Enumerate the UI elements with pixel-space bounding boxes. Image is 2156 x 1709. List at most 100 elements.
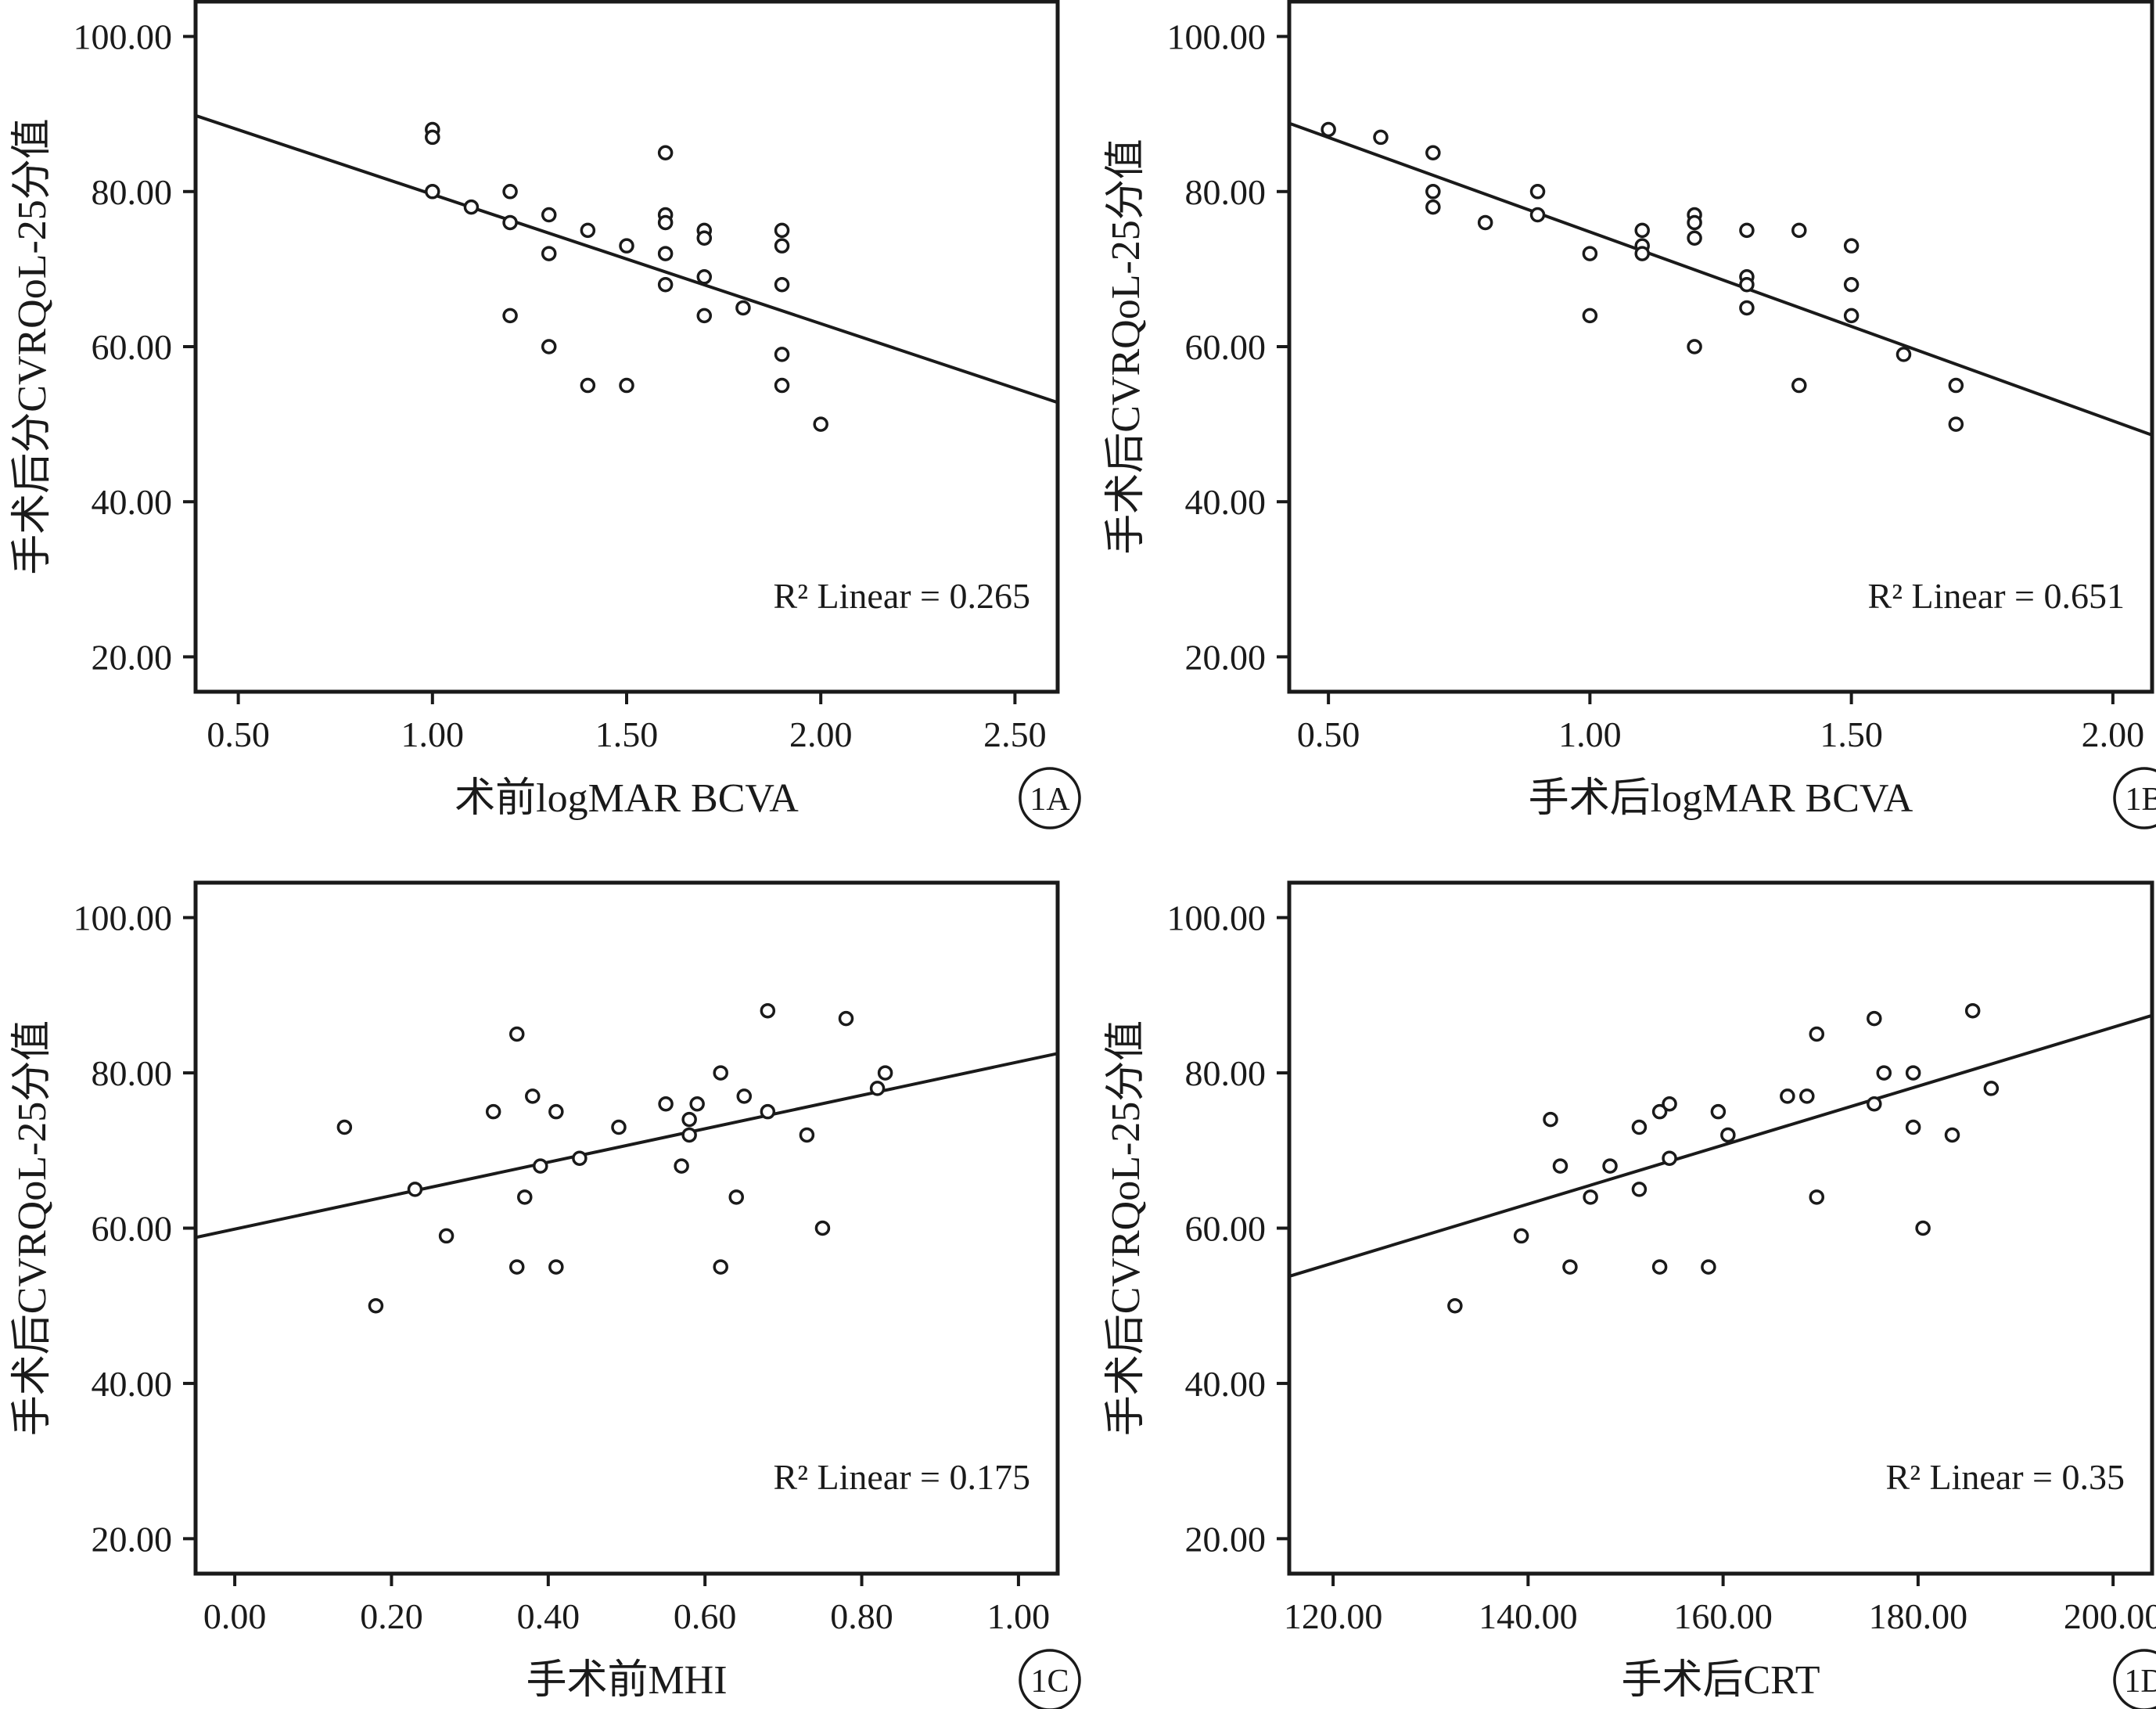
data-point (485, 1103, 501, 1120)
data-point (774, 222, 790, 239)
data-point (774, 347, 790, 362)
x-tick-label: 0.50 (1297, 714, 1360, 754)
y-tick-label: 80.00 (1185, 1053, 1267, 1093)
data-point (508, 1026, 525, 1042)
y-tick-label: 100.00 (1167, 898, 1267, 938)
data-point (814, 1220, 831, 1236)
data-point (1799, 1088, 1815, 1104)
y-tick-label: 100.00 (74, 898, 173, 938)
data-point (1791, 377, 1807, 394)
data-point (407, 1182, 423, 1197)
data-point (869, 1081, 886, 1096)
y-tick-label: 20.00 (92, 637, 173, 677)
data-point (657, 276, 674, 293)
data-point (1739, 300, 1755, 316)
fit-line (1288, 121, 2153, 437)
data-point (774, 276, 790, 293)
data-point (713, 1259, 728, 1275)
data-point (736, 1088, 753, 1104)
y-tick-label: 60.00 (1185, 327, 1267, 367)
data-point (1739, 276, 1755, 293)
data-point (517, 1189, 533, 1205)
data-point (1425, 145, 1441, 160)
data-point (1948, 416, 1964, 432)
data-point (1964, 1002, 1981, 1019)
data-point (838, 1010, 854, 1027)
data-point (774, 377, 790, 394)
y-tick-label: 60.00 (1185, 1209, 1267, 1249)
data-point (1582, 308, 1598, 324)
data-point (713, 1065, 728, 1081)
r2-label: R² Linear = 0.651 (1868, 576, 2125, 616)
data-point (696, 230, 713, 246)
fit-line (195, 1052, 1058, 1239)
data-point (760, 1002, 776, 1019)
data-point (580, 222, 596, 239)
y-tick-label: 40.00 (1185, 1364, 1267, 1404)
data-point (502, 214, 518, 231)
data-point (1687, 214, 1702, 231)
y-axis-title: 手术后CVRQoL-25分值 (1104, 1020, 1148, 1437)
x-axis-title: 手术后CRT (1621, 1658, 1820, 1703)
data-point (1582, 246, 1598, 261)
data-point (1905, 1119, 1921, 1135)
panel-1a: 20.00 40.00 60.00 80.00 100.00 0.50 1.00 1.50 2.… (10, 0, 1081, 829)
data-point (541, 207, 557, 223)
data-point (689, 1096, 705, 1112)
data-point (1651, 1259, 1668, 1275)
data-point (1780, 1088, 1795, 1104)
data-point (1662, 1150, 1677, 1166)
data-point (1552, 1158, 1568, 1174)
data-point (1631, 1119, 1648, 1135)
y-tick-label: 40.00 (92, 1364, 173, 1404)
data-point (774, 238, 790, 254)
data-point (502, 184, 518, 200)
data-point (508, 1259, 525, 1275)
fit-line (1288, 1013, 2153, 1278)
data-point (681, 1111, 697, 1128)
y-axis-title: 手术后分CVRQoL-25分值 (10, 118, 55, 575)
data-point (1843, 276, 1860, 293)
y-tick-label: 80.00 (1185, 172, 1267, 212)
data-point (657, 145, 674, 160)
y-tick-label: 80.00 (92, 172, 173, 212)
y-tick-label: 80.00 (92, 1053, 173, 1093)
panel-1c: 20.00 40.00 60.00 80.00 100.00 0.00 0.20 0.40 0.… (10, 880, 1081, 1709)
data-point (657, 214, 674, 231)
x-tick-label: 140.00 (1479, 1596, 1578, 1636)
data-point (658, 1096, 674, 1112)
fit-line (195, 113, 1058, 405)
data-point (1373, 129, 1389, 146)
data-point (1809, 1026, 1825, 1042)
y-tick-label: 40.00 (92, 482, 173, 522)
data-point (1895, 347, 1912, 362)
panel-tag: 1C (1030, 1664, 1069, 1700)
data-point (1739, 222, 1755, 239)
x-axis-title: 手术后logMAR BCVA (1529, 776, 1913, 821)
data-point (525, 1088, 541, 1104)
data-point (1583, 1189, 1598, 1205)
y-tick-label: 100.00 (74, 17, 173, 57)
data-point (1843, 308, 1860, 324)
data-point (1867, 1010, 1882, 1027)
data-point (1425, 184, 1441, 200)
panel-1d: 20.00 40.00 60.00 80.00 100.00 120.00 140.00 16… (1104, 880, 2156, 1709)
data-point (1710, 1103, 1727, 1120)
data-point (425, 129, 440, 146)
data-point (1425, 199, 1441, 215)
x-tick-label: 160.00 (1673, 1596, 1773, 1636)
data-point (1948, 377, 1964, 394)
data-point (1983, 1081, 2000, 1096)
data-point (1477, 214, 1493, 231)
data-point (1529, 207, 1546, 223)
data-point (533, 1158, 548, 1174)
y-axis-title: 手术后CVRQoL-25分值 (1104, 139, 1148, 555)
data-point (1720, 1127, 1736, 1143)
x-tick-label: 0.20 (360, 1596, 423, 1636)
data-point (1944, 1127, 1960, 1143)
x-tick-label: 0.80 (830, 1596, 893, 1636)
panel-tag: 1B (2125, 782, 2156, 818)
x-tick-label: 1.00 (401, 714, 465, 754)
x-axis-title: 术前logMAR BCVA (455, 776, 799, 821)
data-point (438, 1228, 455, 1244)
